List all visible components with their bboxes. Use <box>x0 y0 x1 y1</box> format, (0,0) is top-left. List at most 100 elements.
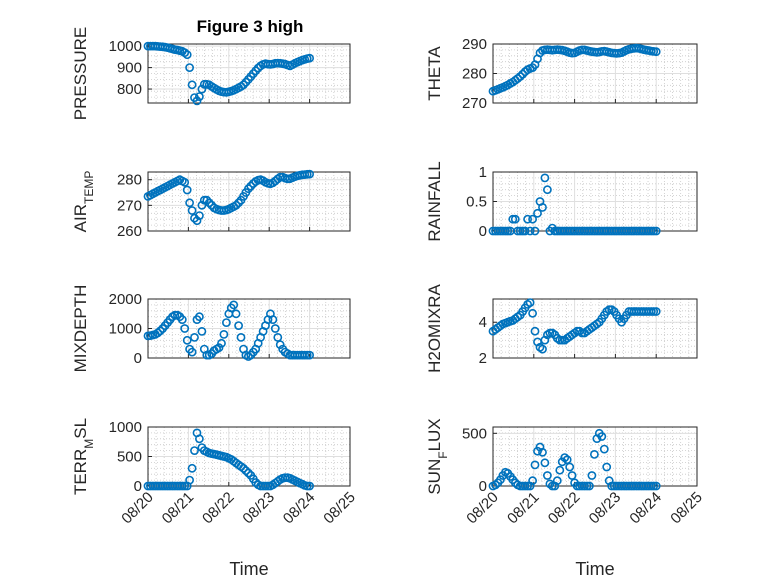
data-point <box>194 434 204 444</box>
data-point <box>520 226 530 236</box>
data-point <box>525 298 535 307</box>
data-point <box>530 326 540 336</box>
data-point <box>239 80 248 90</box>
data-point <box>231 309 241 319</box>
data-point <box>192 96 202 106</box>
data-point <box>305 481 314 491</box>
data-points <box>488 43 661 96</box>
figure-title: Figure 3 high <box>197 17 304 36</box>
y-tick-label: 1000 <box>109 38 142 55</box>
data-point <box>533 208 542 218</box>
data-point <box>236 332 246 342</box>
data-point <box>180 177 190 187</box>
data-point <box>182 50 192 60</box>
data-point <box>180 48 190 57</box>
data-point <box>585 481 594 491</box>
y-tick-label: 280 <box>462 66 487 83</box>
y-axis-label-main: TERR <box>71 449 90 495</box>
data-point <box>182 185 192 195</box>
data-point <box>194 92 204 101</box>
y-axis-label-main: H2OMIXRA <box>425 283 444 372</box>
y-axis-label-main: MIXDEPTH <box>71 285 90 373</box>
data-point <box>530 460 540 470</box>
data-point <box>202 195 212 205</box>
data-point <box>491 480 500 490</box>
data-point <box>510 214 520 224</box>
y-axis-label-tail: LUX <box>425 418 444 451</box>
data-point <box>560 453 570 462</box>
data-point <box>231 200 241 210</box>
y-axis-label: RAINFALL <box>425 161 444 241</box>
data-point <box>204 198 214 208</box>
data-point <box>562 455 572 465</box>
data-point <box>538 202 547 212</box>
minor-grid <box>493 299 697 358</box>
data-point <box>567 471 577 480</box>
data-point <box>185 475 194 485</box>
y-axis-label-main: AIR <box>71 204 90 232</box>
y-axis-label-subscript: TEMP <box>82 171 96 204</box>
data-point <box>555 465 565 475</box>
y-axis-label-subscript: F <box>436 451 450 458</box>
y-tick-label: 800 <box>117 81 142 98</box>
data-point <box>229 300 239 310</box>
y-axis-label: AIRTEMP <box>71 171 96 233</box>
data-point <box>305 53 314 63</box>
data-point <box>602 462 612 472</box>
y-tick-label: 2000 <box>109 291 142 308</box>
data-points <box>143 41 314 106</box>
data-point <box>219 329 229 339</box>
data-point <box>528 476 537 486</box>
y-tick-label: 280 <box>117 172 142 189</box>
data-points <box>143 169 314 226</box>
y-axis-label-tail: SL <box>71 418 90 439</box>
data-point <box>518 69 528 79</box>
subplot-pressure: 800 900 1000 PRESSURE <box>71 27 351 121</box>
data-point <box>552 476 562 486</box>
data-points <box>488 298 661 354</box>
data-point <box>187 463 197 473</box>
y-tick-label: 270 <box>117 197 142 214</box>
y-axis-label-main: PRESSURE <box>71 27 90 121</box>
y-tick-label: 270 <box>462 95 487 112</box>
y-tick-label: 1000 <box>109 321 142 338</box>
data-point <box>540 173 550 183</box>
data-point <box>270 324 280 333</box>
y-tick-label: 0 <box>134 478 142 495</box>
data-point <box>194 211 204 220</box>
data-point <box>187 347 197 357</box>
data-point <box>651 47 661 57</box>
y-tick-label: 0 <box>479 223 487 240</box>
data-point <box>515 72 525 81</box>
data-point <box>185 63 194 72</box>
data-point <box>197 84 207 94</box>
data-point <box>239 463 248 473</box>
data-point <box>241 466 251 476</box>
y-tick-label: 1000 <box>109 419 142 436</box>
y-tick-label: 0.5 <box>466 194 487 211</box>
y-axis-label-main: SUN <box>425 459 444 495</box>
data-point <box>246 181 256 191</box>
data-point <box>185 198 194 208</box>
data-point <box>538 447 547 457</box>
data-point <box>190 332 199 342</box>
data-point <box>651 226 661 236</box>
y-axis-label: PRESSURE <box>71 27 90 121</box>
y-tick-label: 1 <box>479 164 487 181</box>
data-point <box>523 214 532 224</box>
y-axis-label: H2OMIXRA <box>425 283 444 372</box>
data-point <box>273 332 283 342</box>
y-axis-label-subscript: M <box>82 439 96 449</box>
data-point <box>305 169 314 179</box>
data-point <box>221 318 231 327</box>
data-points <box>488 428 661 491</box>
subplot-mixdepth: 0 1000 2000 MIXDEPTH <box>71 285 351 373</box>
x-axis-label: Time <box>229 559 268 579</box>
subplot-h2omixra: 2 4 H2OMIXRA <box>425 283 698 373</box>
data-point <box>590 449 599 459</box>
data-point <box>530 226 540 236</box>
x-axis-label: Time <box>575 559 614 579</box>
data-point <box>305 350 314 360</box>
data-point <box>155 326 165 336</box>
